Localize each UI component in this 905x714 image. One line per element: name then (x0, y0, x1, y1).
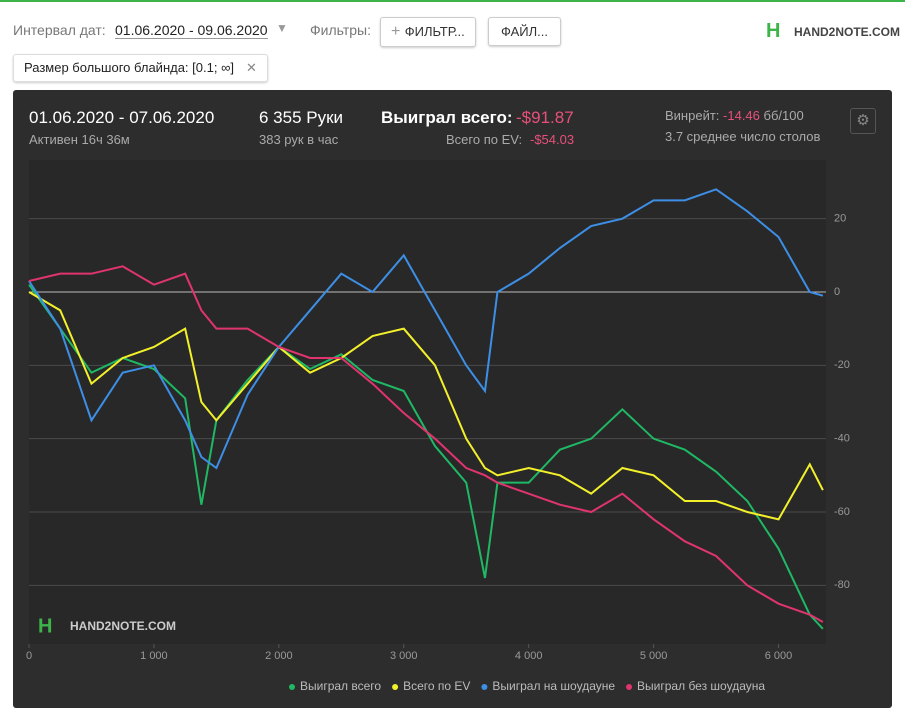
logo: HAND2NOTE.COM (794, 25, 901, 39)
legend-label: Выиграл всего (300, 679, 381, 693)
legend-dot (481, 684, 488, 690)
top-accent (0, 0, 905, 2)
x-tick-label: 0 (26, 650, 32, 662)
y-tick-label: -40 (834, 433, 850, 445)
plot-area (29, 160, 826, 644)
filter-button[interactable]: + ФИЛЬТР... (380, 17, 476, 47)
x-tick-label: 5 000 (640, 650, 668, 662)
period: 01.06.2020 - 07.06.2020 (29, 108, 215, 127)
ev-value: -$54.03 (530, 132, 575, 147)
tables: 3.7 среднее число столов (665, 129, 821, 144)
ev-label: Всего по EV: (446, 132, 523, 147)
won-label: Выиграл всего: (381, 108, 513, 127)
y-tick-label: -80 (834, 579, 850, 591)
date-range[interactable]: 01.06.2020 - 09.06.2020 (115, 22, 268, 39)
x-tick-label: 6 000 (765, 650, 793, 662)
legend-dot (626, 684, 633, 690)
active: Активен 16ч 36м (29, 132, 130, 147)
x-tick-label: 2 000 (265, 650, 293, 662)
chip-text: Размер большого блайнда: [0.1; ∞] (24, 60, 234, 75)
hands-per-hour: 383 рук в час (259, 132, 339, 147)
legend-label: Всего по EV (403, 679, 470, 693)
y-tick-label: 0 (834, 286, 840, 298)
y-tick-label: -60 (834, 506, 850, 518)
won-value: -$91.87 (516, 108, 574, 127)
filter-button-text: ФИЛЬТР... (404, 24, 465, 39)
x-tick-label: 4 000 (515, 650, 543, 662)
y-tick-label: -20 (834, 359, 850, 371)
x-tick-label: 3 000 (390, 650, 418, 662)
winrate-label: Винрейт: (665, 108, 720, 123)
series-line (28, 291, 824, 521)
dropdown-arrow[interactable]: ▼ (276, 21, 288, 35)
filter-chip[interactable]: Размер большого блайнда: [0.1; ∞] ✕ (13, 54, 268, 82)
logo-icon: H (766, 20, 781, 42)
hands: 6 355 Руки (259, 108, 344, 127)
series-line (28, 284, 824, 630)
series-line (28, 188, 824, 470)
settings-button[interactable]: ⚙ (850, 108, 876, 134)
file-button[interactable]: ФАЙЛ... (488, 17, 561, 46)
legend-label: Выиграл без шоудауна (637, 679, 765, 693)
winrate: Винрейт: -14.46 бб/100 (665, 108, 804, 123)
watermark: HAND2NOTE.COM (70, 619, 176, 633)
winrate-unit: бб/100 (763, 108, 804, 123)
filters-label: Фильтры: (310, 22, 371, 38)
x-tick-label: 1 000 (140, 650, 168, 662)
date-label: Интервал дат: (13, 22, 106, 38)
legend-dot (289, 684, 295, 690)
legend-dot (392, 684, 399, 690)
y-tick-label: 20 (834, 213, 846, 225)
watermark-icon: H (38, 615, 52, 637)
legend-label: Выиграл на шоудауне (492, 679, 615, 693)
winrate-value: -14.46 (723, 108, 760, 123)
series-line (28, 265, 824, 623)
